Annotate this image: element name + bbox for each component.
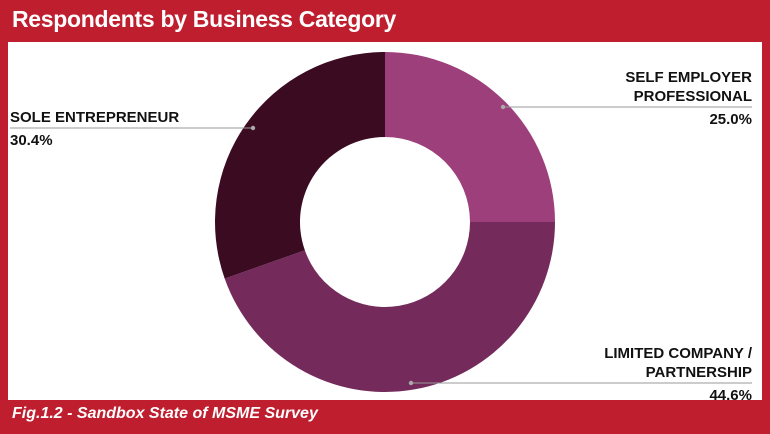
leader-dot xyxy=(250,125,256,131)
value-label: 25.0% xyxy=(709,111,752,128)
category-label: SOLE ENTREPRENEUR xyxy=(10,109,180,126)
donut-slice xyxy=(214,52,385,279)
chart-title: Respondents by Business Category xyxy=(12,6,397,32)
value-label: 30.4% xyxy=(10,132,53,149)
leader-dot xyxy=(500,104,506,110)
donut-slice xyxy=(224,222,556,393)
donut-slice xyxy=(385,52,555,222)
category-label: SELF EMPLOYER PROFESSIONAL xyxy=(625,69,752,105)
caption: Fig.1.2 - Sandbox State of MSME Survey xyxy=(12,405,318,422)
leader-dot xyxy=(408,380,414,386)
value-label: 44.6% xyxy=(709,387,752,404)
category-label: LIMITED COMPANY / PARTNERSHIP xyxy=(604,345,752,381)
